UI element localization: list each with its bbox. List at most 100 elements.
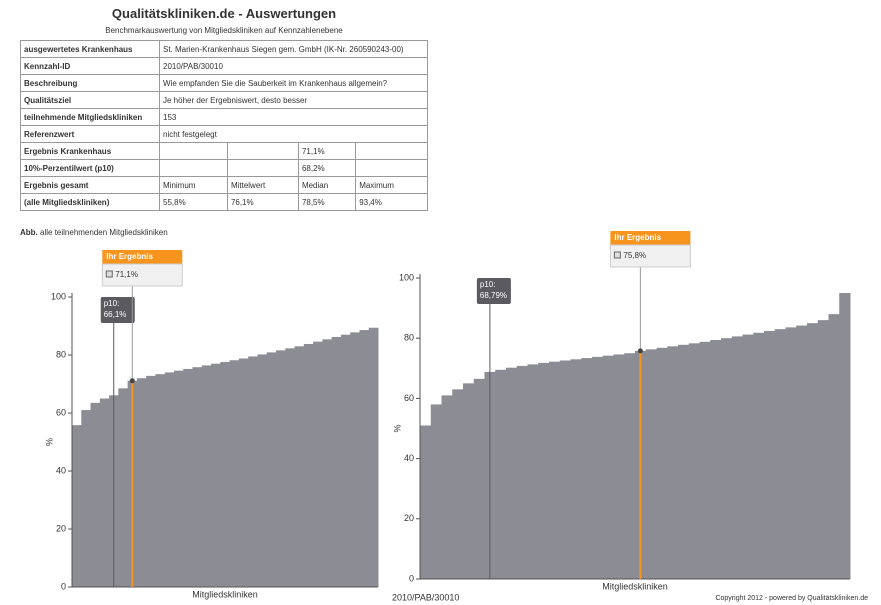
area-bar: [192, 367, 203, 587]
area-bar: [559, 360, 571, 579]
area-bar: [276, 350, 286, 587]
area-bar: [238, 358, 249, 587]
y-tick-label: 0: [409, 573, 414, 583]
area-bar: [721, 338, 733, 579]
footer-id: 2010/PAB/30010: [392, 592, 459, 602]
p10-label: p10:: [104, 299, 120, 308]
area-bar: [136, 378, 147, 587]
y-tick-label: 40: [404, 453, 414, 463]
area-bar: [368, 327, 379, 587]
table-row: Referenzwert nicht festgelegt: [20, 125, 428, 143]
area-bar: [538, 362, 550, 579]
y-tick-label: 80: [404, 333, 414, 343]
area-bar: [72, 425, 82, 587]
area-bar: [441, 395, 453, 579]
area-bar: [420, 425, 432, 579]
result-dot: [637, 348, 643, 354]
area-bar: [592, 356, 604, 579]
p10-value: 66,1%: [104, 310, 127, 319]
area-bar: [174, 370, 184, 587]
area-bar: [81, 410, 92, 587]
area-bar: [516, 365, 528, 579]
area-bar: [527, 364, 539, 579]
area-bar: [731, 336, 743, 579]
caption-label: Abb.: [20, 228, 38, 237]
table-row: Ergebnis Krankenhaus 71,1%: [20, 142, 428, 160]
area-bar: [248, 356, 258, 587]
caption-text: alle teilnehmenden Mitgliedskliniken: [40, 228, 168, 237]
area-bar: [430, 404, 442, 579]
area-bar: [266, 352, 277, 587]
y-tick-label: 0: [61, 581, 66, 591]
x-axis-label: Mitgliedskliniken: [192, 589, 258, 599]
area-bar: [257, 354, 268, 587]
area-bar: [570, 359, 582, 579]
subtitle: Benchmarkauswertung von Mitgliedsklinike…: [105, 26, 343, 35]
area-bar: [322, 339, 333, 587]
p10-box: [476, 278, 511, 304]
result-swatch: [105, 270, 113, 278]
area-bar: [118, 388, 129, 587]
x-axis-label: Mitgliedskliniken: [602, 581, 668, 591]
result-body: [609, 244, 691, 268]
area-bar: [220, 361, 231, 587]
area-bar: [796, 325, 808, 579]
result-title: Ihr Ergebnis: [106, 252, 153, 261]
result-dot: [129, 378, 135, 384]
area-bar: [774, 329, 786, 579]
area-bar: [506, 367, 518, 579]
area-bar: [839, 293, 851, 579]
area-bar: [99, 398, 110, 587]
y-tick-label: 100: [51, 291, 66, 301]
result-value: 75,8%: [623, 251, 646, 260]
footer-copyright: Copyright 2012 - powered by Qualitätskli…: [715, 595, 868, 602]
p10-box: [100, 297, 135, 323]
area-bar: [155, 374, 166, 587]
area-bar: [688, 343, 700, 579]
table-row: 10%-Perzentilwert (p10) 68,2%: [20, 159, 428, 177]
table-row: (alle Mitgliedskliniken) 55,8% 76,1% 78,5% 9…: [20, 193, 428, 211]
area-bar: [294, 346, 305, 587]
area-bar: [602, 355, 614, 579]
area-bar: [473, 378, 485, 579]
area-bar: [764, 330, 776, 579]
area-bar: [817, 320, 829, 579]
y-tick-label: 60: [404, 393, 414, 403]
area-bar: [463, 383, 475, 579]
y-axis-label: %: [44, 438, 54, 446]
area-bar: [201, 365, 212, 587]
area-bar: [785, 327, 797, 579]
area-bar: [613, 354, 625, 579]
info-table: ausgewertetes Krankenhaus St. Marien-Kran…: [20, 40, 428, 211]
area-bar: [753, 332, 765, 579]
p10-label: p10:: [480, 280, 496, 289]
area-bar: [340, 334, 351, 587]
table-row: Beschreibung Wie empfanden Sie die Sauber…: [20, 74, 428, 92]
area-bar: [656, 347, 668, 579]
area-bar: [164, 372, 175, 587]
area-bar: [331, 337, 342, 587]
area-bar: [549, 361, 561, 579]
area-bar: [350, 332, 360, 587]
area-bar: [211, 363, 221, 587]
result-header: [102, 250, 183, 264]
area-bar: [828, 314, 840, 579]
y-tick-label: 20: [56, 523, 66, 533]
area-bar: [678, 344, 690, 579]
y-tick-label: 100: [399, 272, 414, 282]
area-bar: [645, 349, 657, 579]
area-bar: [495, 369, 507, 579]
y-tick-label: 20: [404, 513, 414, 523]
area-bar: [699, 341, 711, 579]
p10-value: 68,79%: [480, 291, 507, 300]
area-bar: [807, 323, 819, 579]
table-cell: 93,4%: [355, 193, 428, 211]
area-bar: [742, 334, 754, 579]
area-bar: [313, 341, 323, 587]
area-bar: [229, 360, 240, 587]
result-value: 71,1%: [115, 270, 138, 279]
table-cell: (alle Mitgliedskliniken): [20, 193, 160, 211]
result-swatch: [613, 251, 621, 259]
